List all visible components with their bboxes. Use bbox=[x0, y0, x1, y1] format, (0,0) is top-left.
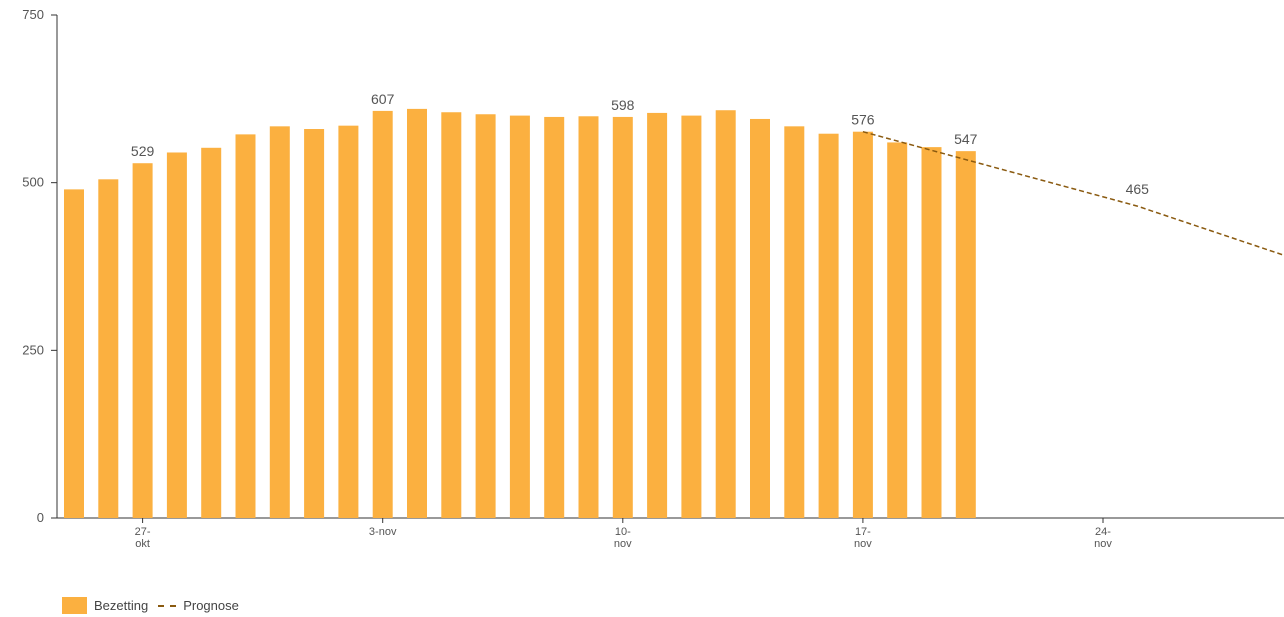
bar bbox=[852, 131, 873, 519]
y-tick-label: 250 bbox=[22, 342, 44, 357]
legend-item-prognose: Prognose bbox=[158, 598, 239, 613]
line-series-prognose bbox=[862, 130, 1284, 257]
y-tick-label: 500 bbox=[22, 175, 44, 190]
bar bbox=[647, 112, 668, 519]
bar bbox=[818, 133, 839, 518]
bar bbox=[921, 147, 942, 518]
bar-series-bezetting bbox=[64, 108, 976, 519]
y-axis: 0 250 500 750 bbox=[22, 7, 58, 525]
legend: Bezetting Prognose bbox=[62, 597, 249, 614]
bar bbox=[612, 116, 633, 518]
bar bbox=[132, 163, 153, 518]
bar bbox=[715, 110, 736, 518]
legend-item-bezetting: Bezetting bbox=[62, 597, 148, 614]
bar bbox=[338, 125, 359, 518]
bar-data-label: 598 bbox=[611, 97, 635, 113]
bar bbox=[955, 151, 976, 519]
bar bbox=[784, 126, 805, 519]
bar-data-label: 607 bbox=[371, 91, 395, 107]
bar-data-label: 547 bbox=[954, 131, 978, 147]
bar bbox=[98, 179, 119, 518]
bar bbox=[166, 152, 187, 518]
y-tick-label: 0 bbox=[37, 510, 44, 525]
bar bbox=[407, 108, 427, 518]
bar bbox=[750, 118, 770, 518]
prognose-line bbox=[862, 130, 1284, 257]
bar-data-label: 529 bbox=[131, 143, 155, 159]
bar bbox=[475, 114, 496, 518]
bar bbox=[578, 116, 599, 519]
line-data-label: 465 bbox=[1126, 181, 1150, 197]
bar bbox=[509, 115, 530, 518]
bar bbox=[235, 134, 256, 518]
bar bbox=[269, 126, 290, 519]
x-tick-label: 10-nov bbox=[614, 526, 632, 550]
bar bbox=[64, 189, 84, 518]
x-tick-label: 27-okt bbox=[135, 526, 151, 550]
bar bbox=[681, 115, 702, 518]
legend-swatch-bezetting bbox=[62, 597, 87, 614]
bar-data-label: 576 bbox=[851, 112, 875, 128]
legend-swatch-prognose bbox=[158, 604, 177, 607]
bar bbox=[304, 129, 325, 518]
legend-label-prognose: Prognose bbox=[183, 598, 239, 613]
bar bbox=[441, 112, 462, 518]
legend-label-bezetting: Bezetting bbox=[94, 598, 149, 613]
x-tick-label: 17-nov bbox=[854, 526, 872, 550]
bar bbox=[372, 110, 393, 518]
y-tick-label: 750 bbox=[22, 7, 44, 22]
x-axis: 27-okt 3-nov 10-nov 17-nov 24-nov bbox=[57, 517, 1284, 550]
x-tick-label: 3-nov bbox=[369, 526, 397, 538]
x-tick-label: 24-nov bbox=[1094, 526, 1112, 550]
data-labels: 529 607 598 576 547 465 bbox=[131, 91, 1149, 197]
bar bbox=[544, 116, 565, 518]
bar bbox=[887, 142, 908, 518]
bar bbox=[201, 147, 222, 519]
